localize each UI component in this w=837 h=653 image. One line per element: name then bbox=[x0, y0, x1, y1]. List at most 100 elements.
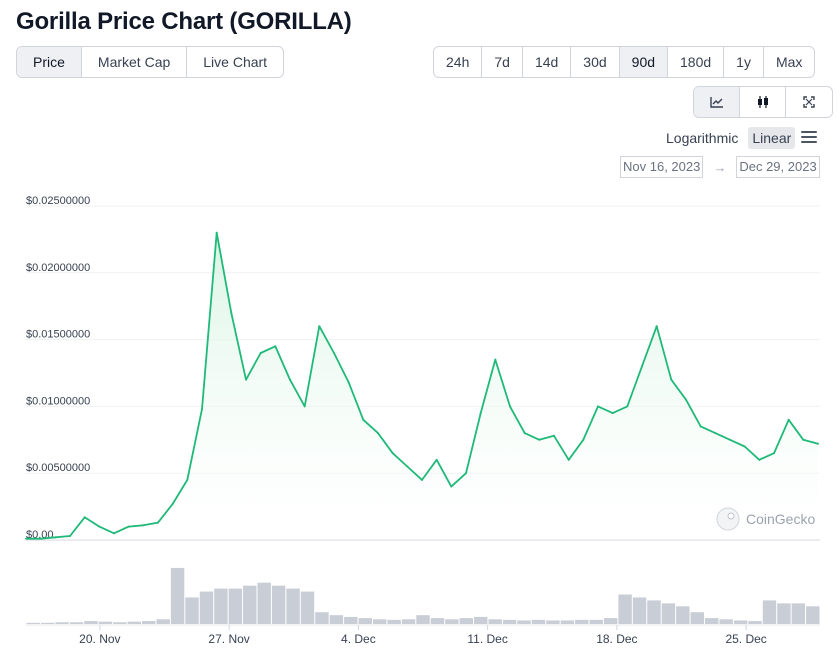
price-point bbox=[230, 311, 233, 314]
volume-bar bbox=[791, 603, 806, 624]
volume-bar bbox=[459, 618, 474, 624]
price-point bbox=[157, 521, 159, 524]
volume-bar bbox=[185, 597, 199, 624]
price-point bbox=[450, 485, 453, 488]
price-point bbox=[538, 438, 541, 441]
price-point bbox=[142, 524, 145, 527]
volume-bar bbox=[748, 621, 762, 624]
price-point bbox=[39, 537, 42, 540]
price-point bbox=[421, 478, 423, 481]
volume-bar bbox=[575, 619, 589, 624]
price-point bbox=[685, 398, 687, 401]
price-area bbox=[26, 232, 818, 540]
y-tick-label: $0.02500000 bbox=[26, 195, 90, 207]
fullscreen-button[interactable] bbox=[786, 87, 832, 117]
range-30d-button[interactable]: 30d bbox=[571, 47, 620, 77]
logarithmic-option[interactable]: Logarithmic bbox=[666, 130, 739, 146]
volume-bar bbox=[603, 618, 618, 624]
price-point bbox=[377, 432, 379, 435]
price-point bbox=[641, 365, 643, 368]
price-point bbox=[582, 438, 585, 441]
price-point bbox=[435, 458, 438, 461]
volume-bar bbox=[170, 567, 185, 624]
volume-bar bbox=[113, 622, 127, 624]
volume-bar bbox=[127, 621, 141, 624]
price-point bbox=[406, 465, 409, 468]
volume-bar bbox=[690, 612, 705, 624]
volume-bar bbox=[777, 603, 791, 624]
volume-bar bbox=[300, 591, 315, 624]
date-range-picker: Nov 16, 2023 → Dec 29, 2023 bbox=[620, 156, 820, 178]
price-point bbox=[391, 452, 394, 455]
volume-bar bbox=[546, 620, 560, 624]
volume-bar bbox=[589, 619, 603, 624]
range-90d-button[interactable]: 90d bbox=[619, 47, 669, 77]
price-point bbox=[494, 358, 497, 361]
x-tick-label: 27. Nov bbox=[208, 632, 249, 646]
volume-bar bbox=[430, 618, 445, 624]
price-point bbox=[127, 525, 130, 528]
price-point bbox=[83, 516, 86, 519]
y-tick-label: $0.02000000 bbox=[26, 262, 90, 274]
coingecko-watermark: CoinGecko bbox=[716, 507, 815, 531]
volume-bar bbox=[488, 619, 502, 624]
volume-bar bbox=[286, 588, 300, 624]
candlestick-view-button[interactable] bbox=[740, 87, 786, 117]
volume-bar bbox=[98, 621, 113, 624]
y-tick-label: $0.01000000 bbox=[26, 395, 90, 407]
range-max-button[interactable]: Max bbox=[775, 54, 803, 70]
price-point bbox=[773, 452, 775, 455]
price-point bbox=[362, 418, 365, 421]
volume-bar bbox=[762, 600, 777, 624]
view-mode-selector bbox=[693, 86, 833, 118]
tab-live-chart[interactable]: Live Chart bbox=[203, 54, 268, 70]
price-point bbox=[274, 345, 277, 348]
price-point bbox=[670, 378, 673, 381]
volume-bar bbox=[733, 620, 748, 624]
scale-toggle: Logarithmic Linear bbox=[662, 127, 796, 149]
line-view-button[interactable] bbox=[694, 87, 740, 117]
price-point bbox=[303, 405, 306, 408]
volume-bar bbox=[806, 606, 820, 624]
volume-bar bbox=[474, 616, 488, 624]
volume-bar bbox=[661, 603, 676, 624]
volume-bar bbox=[618, 594, 632, 624]
date-to-field[interactable]: Dec 29, 2023 bbox=[736, 156, 820, 178]
price-point bbox=[289, 378, 291, 381]
price-point bbox=[201, 408, 203, 411]
price-point bbox=[465, 472, 467, 475]
price-point bbox=[787, 418, 790, 421]
volume-bar bbox=[445, 619, 459, 624]
price-point bbox=[655, 325, 658, 328]
price-point bbox=[113, 532, 115, 535]
volume-bar bbox=[416, 615, 430, 624]
volume-bar bbox=[257, 582, 271, 624]
range-14d-button[interactable]: 14d bbox=[523, 47, 572, 77]
tab-market-cap[interactable]: Market Cap bbox=[82, 47, 188, 77]
volume-bar bbox=[372, 619, 387, 624]
x-axis: 20. Nov 27. Nov 4. Dec 11. Dec 18. Dec 25. De… bbox=[79, 625, 767, 646]
volume-bar bbox=[647, 600, 661, 624]
menu-icon[interactable] bbox=[801, 131, 817, 146]
volume-bar bbox=[329, 615, 344, 624]
volume-bar bbox=[141, 621, 156, 624]
coingecko-logo-icon bbox=[716, 507, 740, 531]
price-point bbox=[98, 525, 101, 528]
volume-bar bbox=[228, 588, 243, 624]
range-180d-button[interactable]: 180d bbox=[668, 47, 725, 77]
volume-bar bbox=[517, 620, 531, 624]
tab-price[interactable]: Price bbox=[17, 47, 82, 77]
price-point bbox=[626, 405, 629, 408]
price-point bbox=[509, 405, 511, 408]
date-from-field[interactable]: Nov 16, 2023 bbox=[620, 156, 704, 178]
price-point bbox=[333, 351, 335, 354]
range-24h-button[interactable]: 24h bbox=[434, 47, 483, 77]
volume-bar bbox=[502, 619, 517, 624]
range-1y-button[interactable]: 1y bbox=[724, 47, 764, 77]
volume-bar bbox=[156, 619, 170, 624]
price-point bbox=[817, 442, 819, 445]
range-7d-button[interactable]: 7d bbox=[482, 47, 523, 77]
coingecko-logo-eye bbox=[727, 512, 735, 520]
line-chart-icon bbox=[709, 97, 723, 108]
linear-option[interactable]: Linear bbox=[748, 127, 796, 149]
